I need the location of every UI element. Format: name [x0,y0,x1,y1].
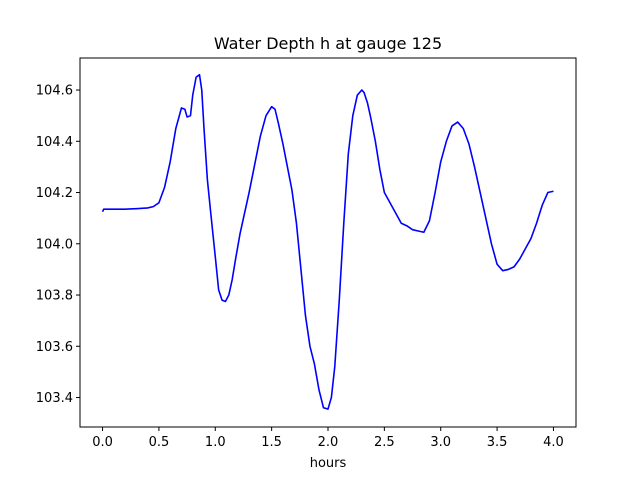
y-tick-label: 104.0 [36,237,73,252]
y-tick-label: 104.4 [36,135,73,150]
y-tick-label: 104.6 [36,84,73,99]
x-tick-label: 2.5 [374,435,395,450]
x-tick-label: 3.5 [487,435,508,450]
y-tick-label: 104.2 [36,186,73,201]
x-axis: 0.0 0.5 1.0 1.5 2.0 2.5 3.0 3.5 4.0 [92,427,564,450]
x-tick-label: 4.0 [543,435,564,450]
series-layer [101,73,554,410]
y-tick-label: 103.8 [36,289,73,304]
plot-frame [79,57,577,428]
y-axis: 103.4 103.6 103.8 104.0 104.2 104.4 104.6 [36,84,80,406]
x-tick-label: 0.0 [92,435,113,450]
x-tick-label: 3.0 [430,435,451,450]
chart-title: Water Depth h at gauge 125 [214,34,442,53]
x-tick-label: 0.5 [149,435,170,450]
series-line-0 [101,73,554,410]
y-tick-label: 103.6 [36,340,73,355]
x-tick-label: 1.5 [261,435,282,450]
y-tick-label: 103.4 [36,391,73,406]
x-tick-label: 1.0 [205,435,226,450]
x-axis-label: hours [310,456,347,471]
x-tick-label: 2.0 [318,435,339,450]
